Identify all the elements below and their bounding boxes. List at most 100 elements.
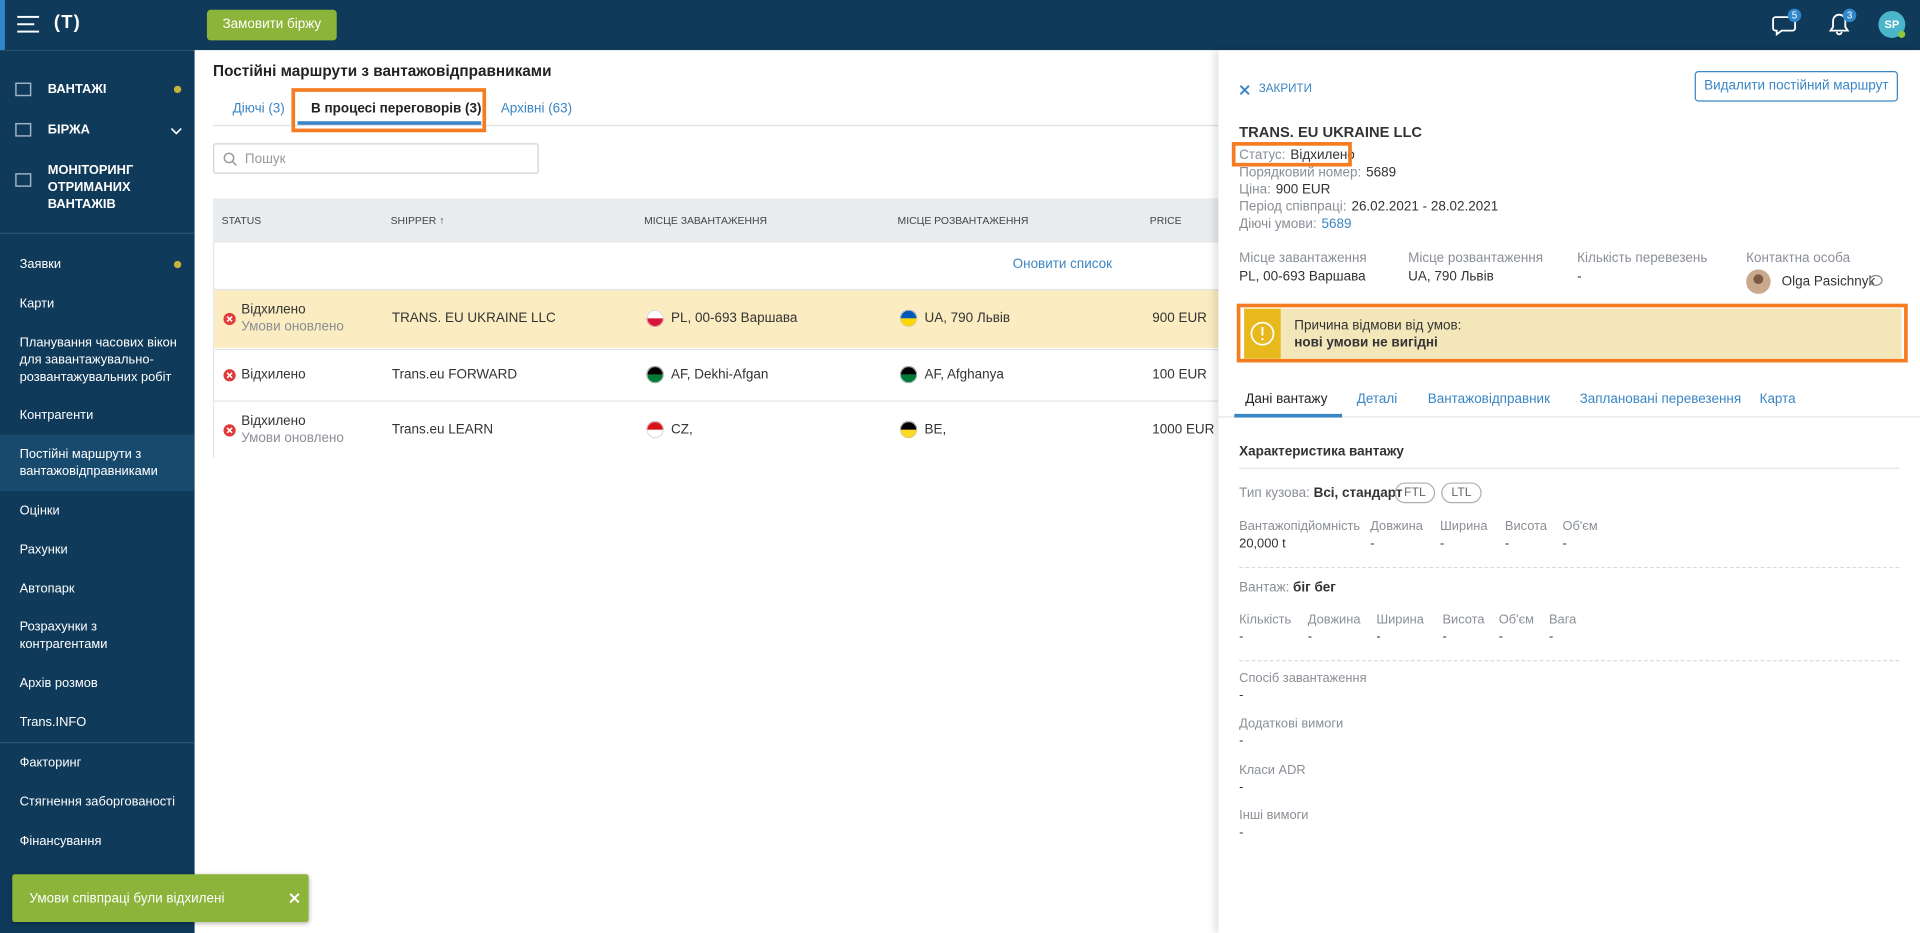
main: Постійні маршрути з вантажовідправниками… — [194, 50, 1237, 933]
logo: (T) — [53, 12, 82, 34]
fact-value: Відхилено — [1290, 148, 1355, 163]
status-icon — [223, 423, 236, 436]
shipper: Trans.eu FORWARD — [391, 366, 518, 382]
fact-label: Статус: Відхилено — [1239, 148, 1355, 163]
summary-label: Контактна особа — [1746, 251, 1851, 266]
cargo-value: біг бег — [1293, 580, 1336, 596]
search-icon-svg — [223, 152, 237, 166]
search-placeholder: Пошук — [244, 151, 286, 167]
loading: AF, Dekhi-Afgan — [671, 366, 769, 382]
toast-text: Умови співпраці були відхилені — [29, 891, 225, 907]
delete-button[interactable]: Видалити постійний маршрут — [1694, 71, 1898, 102]
flag-svg — [646, 420, 664, 438]
sidebar-item[interactable]: Автопарк — [19, 581, 75, 597]
flag — [900, 420, 918, 438]
close-icon[interactable] — [1239, 84, 1250, 95]
status-note: Умови оновлено — [241, 430, 344, 446]
column-header[interactable]: SHIPPER ↑ — [390, 214, 445, 227]
spec-value: - — [1376, 629, 1381, 645]
column-header: МІСЦЕ ЗАВАНТАЖЕННЯ — [644, 214, 768, 227]
requirement-value: - — [1239, 688, 1244, 703]
spec-value: - — [1504, 536, 1510, 552]
warning-box — [1244, 308, 1902, 359]
fact-value[interactable]: 5689 — [1321, 216, 1352, 232]
spec-label: Довжина — [1370, 519, 1423, 534]
sidebar-active-item — [0, 434, 195, 492]
sidebar-item[interactable]: Архів розмов — [19, 675, 98, 691]
sidebar-item[interactable]: ВАНТАЖІ — [47, 82, 107, 97]
spec-value: - — [1307, 629, 1313, 645]
column-header: МІСЦЕ РОЗВАНТАЖЕННЯ — [897, 214, 1029, 227]
spec-label: Об'єм — [1498, 612, 1534, 627]
sidebar-item[interactable]: Trans.INFO — [19, 715, 87, 730]
messages-badge: 5 — [1787, 8, 1802, 23]
flag — [646, 309, 664, 327]
requirement-value: - — [1239, 825, 1244, 841]
menu-button-svg — [17, 15, 40, 33]
sidebar-item[interactable]: Стягнення заборгованості — [19, 794, 175, 810]
order-button[interactable]: Замовити біржу — [206, 9, 337, 41]
toast-close[interactable] — [289, 893, 300, 904]
dashed-divider — [1239, 566, 1900, 569]
spec-value: - — [1548, 629, 1554, 645]
sidebar-item[interactable]: Контрагенти — [19, 407, 94, 423]
tab[interactable]: Діючі (3) — [232, 101, 285, 117]
sidebar-item[interactable]: БІРЖА — [47, 122, 90, 138]
spec-label: Вага — [1548, 612, 1577, 627]
summary-label: Місце завантаження — [1239, 251, 1367, 266]
tab[interactable]: Архівні (63) — [500, 101, 573, 117]
spec-value: - — [1442, 629, 1447, 645]
panel-tab[interactable]: Карта — [1759, 391, 1796, 407]
sidebar-item[interactable]: Заявки — [19, 257, 62, 272]
sidebar-item[interactable]: Розрахунки з контрагентами — [19, 619, 108, 652]
status-icon-svg — [223, 423, 236, 436]
spec-label: Довжина — [1307, 612, 1361, 627]
body-type-label: Тип кузова: Всі, стандарт — [1239, 486, 1403, 501]
section-title: Характеристика вантажу — [1239, 444, 1404, 460]
toast-close-svg — [289, 893, 300, 904]
search-box[interactable] — [213, 143, 539, 174]
refresh-link[interactable]: Оновити список — [1012, 257, 1113, 272]
fact-value: 900 EUR — [1275, 182, 1331, 198]
tab-underline — [297, 121, 482, 125]
sidebar-item[interactable]: Фінансування — [19, 833, 102, 849]
body-type-value: Всі, стандарт — [1313, 486, 1403, 501]
sidebar-item[interactable]: Рахунки — [19, 542, 68, 558]
sidebar-item[interactable]: Карти — [19, 296, 55, 312]
top-bar: (T) Замовити біржу 5 3 SP — [0, 0, 1920, 51]
sidebar-item[interactable]: Постійні маршрути з вантажовідправниками — [19, 446, 158, 479]
fact-label: Ціна: 900 EUR — [1239, 182, 1331, 198]
sidebar-item[interactable]: Оцінки — [19, 503, 60, 518]
table-row[interactable] — [214, 400, 1219, 458]
summary-value: Olga Pasichnyk — [1781, 274, 1876, 289]
panel-tab[interactable]: Деталі — [1356, 391, 1398, 407]
summary-value: - — [1577, 269, 1582, 285]
panel-tab[interactable]: Дані вантажу — [1245, 391, 1328, 407]
panel-tab[interactable]: Заплановані перевезення — [1579, 391, 1742, 407]
summary-label: Місце розвантаження — [1408, 251, 1544, 266]
flag — [646, 365, 664, 383]
panel-tab[interactable]: Вантажовідправник — [1427, 391, 1550, 407]
chat-icon[interactable] — [1869, 274, 1884, 287]
fact-label: Порядковий номер: 5689 — [1239, 165, 1397, 181]
spec-value: - — [1498, 629, 1504, 645]
sidebar-item[interactable]: Факторинг — [19, 755, 82, 771]
close-link[interactable]: ЗАКРИТИ — [1258, 82, 1312, 96]
search-icon — [223, 152, 238, 167]
table-row[interactable] — [214, 288, 1219, 348]
menu-button[interactable] — [17, 15, 40, 33]
tab[interactable]: В процесі переговорів (3) — [311, 101, 482, 117]
tab-divider — [1218, 416, 1920, 418]
unloading: BE, — [924, 421, 947, 437]
status: Відхилено — [241, 366, 306, 382]
summary-value: PL, 00-693 Варшава — [1239, 269, 1366, 285]
sidebar-item[interactable]: МОНІТОРИНГ ОТРИМАНИХ ВАНТАЖІВ — [47, 162, 134, 212]
table-row[interactable] — [214, 348, 1219, 400]
sidebar-item[interactable]: Планування часових вікон для завантажува… — [19, 335, 177, 385]
shipper: Trans.eu LEARN — [391, 421, 494, 437]
tag: FTL — [1394, 482, 1436, 504]
spec-label: Висота — [1504, 519, 1548, 534]
sidebar-icon-svg — [15, 173, 32, 187]
